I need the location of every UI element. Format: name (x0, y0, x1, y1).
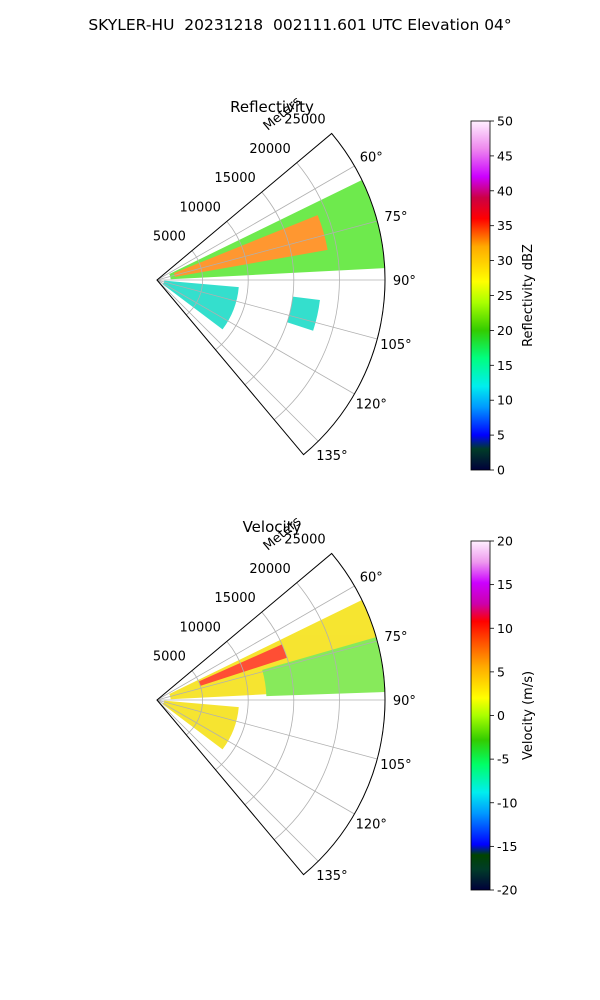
panel-velocity: 500010000150002000025000Meters60°75°90°1… (153, 514, 536, 898)
range-tick-label: 25000 (284, 112, 325, 127)
azimuth-spoke (156, 640, 378, 701)
colorbar-tick-label: 15 (497, 358, 513, 373)
range-ring (215, 641, 249, 771)
colorbar-tick-label: 20 (497, 323, 513, 338)
azimuth-tick-label: 90° (393, 274, 416, 289)
colorbar-tick-label: 30 (497, 253, 513, 268)
azimuth-spoke (156, 165, 355, 281)
panel-reflectivity: 500010000150002000025000Meters60°75°90°1… (153, 94, 536, 478)
azimuth-spoke (156, 585, 355, 701)
azimuth-spoke (156, 220, 378, 281)
range-tick-label: 20000 (249, 562, 290, 577)
azimuth-tick-label: 135° (316, 449, 347, 464)
colorbar-tick-label: 0 (497, 463, 505, 478)
azimuth-tick-label: 135° (316, 869, 347, 884)
azimuth-tick-label: 105° (380, 338, 411, 353)
azimuth-tick-label: 75° (384, 630, 407, 645)
colorbar-tick-label: 40 (497, 183, 513, 198)
echo-region (173, 215, 328, 277)
colorbar-tick-label: 25 (497, 288, 513, 303)
range-tick-label: 5000 (153, 230, 186, 245)
azimuth-tick-label: 60° (360, 150, 383, 165)
azimuth-tick-label: 105° (380, 758, 411, 773)
range-tick-label: 20000 (249, 142, 290, 157)
azimuth-spoke (156, 699, 355, 815)
azimuth-spoke (156, 699, 378, 760)
range-tick-label: 15000 (214, 591, 255, 606)
range-ring (215, 221, 249, 351)
colorbar-tick-label: 0 (497, 708, 505, 723)
panel-title: Reflectivity (230, 98, 314, 116)
colorbar-label: Reflectivity dBZ (521, 244, 536, 347)
colorbar-tick-label: 20 (497, 534, 513, 549)
range-ring (273, 582, 340, 841)
colorbar-tick-label: 5 (497, 428, 505, 443)
colorbar-tick-label: 10 (497, 621, 513, 636)
azimuth-spoke (156, 279, 355, 395)
azimuth-tick-label: 120° (356, 818, 387, 833)
sector-outline (156, 132, 386, 456)
panel-title: Velocity (243, 518, 302, 536)
range-tick-label: 10000 (180, 620, 221, 635)
colorbar (470, 120, 491, 471)
echo-region (287, 296, 320, 331)
range-tick-label: 25000 (284, 532, 325, 547)
colorbar-tick-label: -5 (497, 752, 509, 767)
range-tick-label: 15000 (214, 171, 255, 186)
colorbar-tick-label: 50 (497, 114, 513, 129)
colorbar (470, 540, 491, 891)
azimuth-tick-label: 120° (356, 398, 387, 413)
colorbar-label: Velocity (m/s) (521, 671, 536, 760)
azimuth-tick-label: 90° (393, 694, 416, 709)
azimuth-tick-label: 75° (384, 210, 407, 225)
colorbar-tick-label: 10 (497, 393, 513, 408)
echo-region (198, 644, 288, 686)
azimuth-spoke (156, 279, 378, 340)
colorbar-tick-label: 45 (497, 148, 513, 163)
colorbar-tick-label: 35 (497, 218, 513, 233)
azimuth-tick-label: 60° (360, 570, 383, 585)
azimuth-spoke (156, 279, 319, 442)
colorbar-tick-label: 5 (497, 664, 505, 679)
colorbar-tick-label: -20 (497, 883, 517, 898)
range-tick-label: 10000 (180, 200, 221, 215)
figure-title: SKYLER-HU 20231218 002111.601 UTC Elevat… (88, 16, 512, 34)
range-tick-label: 5000 (153, 650, 186, 665)
colorbar-tick-label: 15 (497, 577, 513, 592)
range-ring (273, 162, 340, 421)
colorbar-tick-label: -15 (497, 839, 517, 854)
range-ring (244, 191, 295, 386)
azimuth-spoke (156, 699, 319, 862)
sector-outline (156, 552, 386, 876)
range-ring (244, 611, 295, 806)
colorbar-tick-label: -10 (497, 795, 517, 810)
